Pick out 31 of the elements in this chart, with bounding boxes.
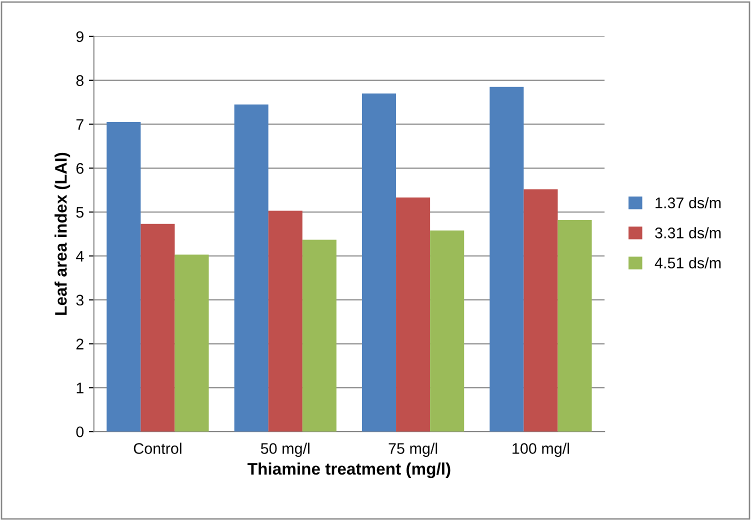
x-axis-title: Thiamine treatment (mg/l) [248, 462, 450, 478]
x-tick-label: Control [134, 442, 182, 454]
bar [106, 122, 141, 432]
y-tick-label: 0 [76, 426, 84, 438]
y-tick-label: 4 [76, 250, 84, 262]
y-tick-label: 2 [76, 338, 84, 350]
y-tick-label: 8 [76, 75, 84, 86]
y-tick-label: 1 [76, 382, 84, 394]
bar [140, 224, 175, 432]
bar [268, 210, 302, 432]
y-tick-label: 7 [76, 119, 84, 130]
bar [396, 198, 430, 432]
bar [362, 93, 396, 432]
y-tick-label: 3 [76, 294, 84, 306]
x-tick-label: 50 mg/l [260, 442, 310, 457]
legend-label: 3.31 ds/m [655, 227, 721, 238]
legend-label: 1.37 ds/m [656, 197, 721, 208]
legend-label: 4.51 ds/m [654, 257, 721, 268]
bar [174, 254, 209, 432]
y-axis-title: Leaf area index (LAI) [54, 152, 70, 315]
y-tick-label: 9 [76, 31, 84, 42]
bar [430, 230, 464, 432]
bar [302, 240, 336, 432]
bar [490, 86, 524, 432]
x-tick-label: 75 mg/l [388, 442, 438, 457]
y-tick-label: 6 [76, 163, 84, 174]
x-tick-label: 100 mg/l [512, 442, 569, 457]
bar [558, 220, 592, 432]
bar [234, 104, 268, 432]
bar [524, 189, 558, 432]
y-tick-label: 5 [76, 207, 84, 218]
